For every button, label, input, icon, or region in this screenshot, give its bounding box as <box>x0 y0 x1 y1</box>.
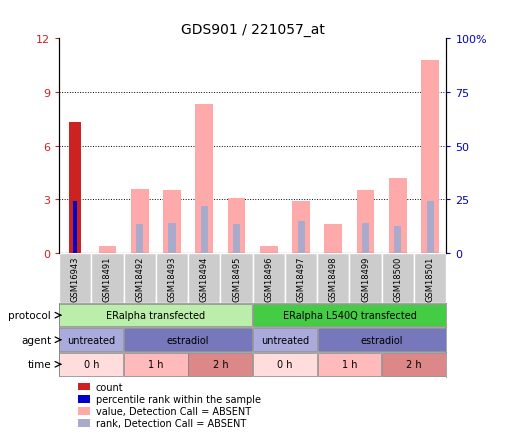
Text: GSM18498: GSM18498 <box>329 256 338 301</box>
Text: GSM18491: GSM18491 <box>103 256 112 301</box>
FancyBboxPatch shape <box>318 329 446 351</box>
FancyBboxPatch shape <box>124 353 188 376</box>
Bar <box>78 407 90 415</box>
FancyBboxPatch shape <box>252 253 285 303</box>
Text: ERalpha L540Q transfected: ERalpha L540Q transfected <box>283 310 417 320</box>
Bar <box>201 207 208 253</box>
Text: 2 h: 2 h <box>212 359 228 369</box>
Bar <box>233 225 240 253</box>
FancyBboxPatch shape <box>414 253 446 303</box>
Bar <box>357 191 374 253</box>
Text: GSM18495: GSM18495 <box>232 256 241 301</box>
Text: GSM18500: GSM18500 <box>393 256 402 301</box>
Text: GSM18494: GSM18494 <box>200 256 209 301</box>
Bar <box>73 202 77 253</box>
FancyBboxPatch shape <box>253 329 317 351</box>
Bar <box>427 202 433 253</box>
FancyBboxPatch shape <box>253 304 446 327</box>
Bar <box>163 191 181 253</box>
Text: count: count <box>96 381 124 391</box>
FancyBboxPatch shape <box>221 253 252 303</box>
Bar <box>78 419 90 427</box>
FancyBboxPatch shape <box>318 353 382 376</box>
Bar <box>298 221 305 253</box>
Text: GSM18496: GSM18496 <box>264 256 273 301</box>
Bar <box>389 178 407 253</box>
Bar <box>228 198 245 253</box>
Bar <box>260 246 278 253</box>
Text: value, Detection Call = ABSENT: value, Detection Call = ABSENT <box>96 406 251 416</box>
Bar <box>131 189 149 253</box>
FancyBboxPatch shape <box>382 253 414 303</box>
FancyBboxPatch shape <box>188 353 252 376</box>
Bar <box>324 225 342 253</box>
FancyBboxPatch shape <box>91 253 124 303</box>
FancyBboxPatch shape <box>349 253 382 303</box>
Text: estradiol: estradiol <box>167 335 209 345</box>
Text: GSM18501: GSM18501 <box>426 256 435 301</box>
FancyBboxPatch shape <box>124 253 156 303</box>
Bar <box>362 223 369 253</box>
Bar <box>136 225 143 253</box>
Bar <box>98 246 116 253</box>
Bar <box>69 123 81 253</box>
FancyBboxPatch shape <box>59 253 91 303</box>
Text: ERalpha transfected: ERalpha transfected <box>106 310 205 320</box>
Text: GSM18497: GSM18497 <box>297 256 306 301</box>
Text: GSM18493: GSM18493 <box>167 256 176 301</box>
Text: rank, Detection Call = ABSENT: rank, Detection Call = ABSENT <box>96 418 246 428</box>
Bar <box>421 60 439 253</box>
Text: GSM18499: GSM18499 <box>361 256 370 301</box>
FancyBboxPatch shape <box>124 329 252 351</box>
FancyBboxPatch shape <box>60 353 123 376</box>
Bar <box>195 105 213 253</box>
Text: 2 h: 2 h <box>406 359 422 369</box>
FancyBboxPatch shape <box>60 329 123 351</box>
Bar <box>292 202 310 253</box>
Bar <box>78 383 90 391</box>
Text: untreated: untreated <box>261 335 309 345</box>
Text: 0 h: 0 h <box>84 359 99 369</box>
FancyBboxPatch shape <box>285 253 317 303</box>
FancyBboxPatch shape <box>253 353 317 376</box>
Text: estradiol: estradiol <box>361 335 403 345</box>
Text: GSM16943: GSM16943 <box>71 256 80 301</box>
FancyBboxPatch shape <box>156 253 188 303</box>
Text: agent: agent <box>21 335 51 345</box>
Bar <box>78 395 90 403</box>
FancyBboxPatch shape <box>60 304 252 327</box>
Text: time: time <box>28 359 51 369</box>
FancyBboxPatch shape <box>382 353 446 376</box>
Text: percentile rank within the sample: percentile rank within the sample <box>96 394 261 404</box>
Text: 1 h: 1 h <box>342 359 357 369</box>
Text: 1 h: 1 h <box>148 359 164 369</box>
Title: GDS901 / 221057_at: GDS901 / 221057_at <box>181 23 325 36</box>
Text: 0 h: 0 h <box>277 359 293 369</box>
Bar <box>168 223 175 253</box>
Text: untreated: untreated <box>67 335 115 345</box>
FancyBboxPatch shape <box>188 253 221 303</box>
FancyBboxPatch shape <box>317 253 349 303</box>
Text: protocol: protocol <box>9 310 51 320</box>
Text: GSM18492: GSM18492 <box>135 256 144 301</box>
Bar <box>394 227 402 253</box>
